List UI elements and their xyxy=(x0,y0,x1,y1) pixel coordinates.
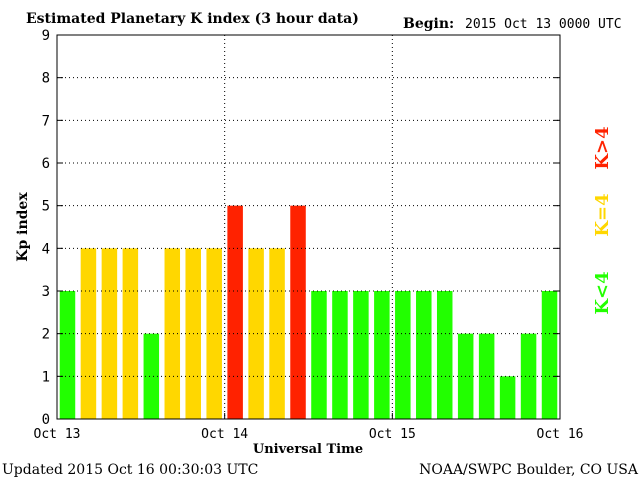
y-tick-label: 2 xyxy=(42,327,50,343)
kp-bar xyxy=(59,291,76,419)
y-tick-label: 3 xyxy=(42,284,50,300)
x-ticks: Oct 13 Oct 14 Oct 15 Oct 16 xyxy=(34,413,584,442)
x-tick-label: Oct 15 xyxy=(369,427,416,442)
y-tick-label: 5 xyxy=(42,199,50,215)
kp-bar xyxy=(311,291,327,419)
y-axis-label: Kp index xyxy=(15,192,31,262)
kp-bar xyxy=(416,291,432,419)
kp-bar xyxy=(541,291,558,419)
legend-high: K>4 xyxy=(592,126,613,169)
legend-low: K<4 xyxy=(592,271,613,314)
updated-timestamp: Updated 2015 Oct 16 00:30:03 UTC xyxy=(2,462,258,478)
grid-lines xyxy=(57,35,560,419)
y-tick-label: 6 xyxy=(42,156,50,172)
kp-bar xyxy=(353,291,369,419)
kp-bar xyxy=(80,248,97,419)
kp-bar xyxy=(478,333,495,419)
y-tick-label: 9 xyxy=(42,28,50,44)
begin-label: Begin: xyxy=(403,16,454,32)
y-tick-label: 7 xyxy=(42,113,50,129)
bars-group xyxy=(59,205,558,419)
x-tick-label: Oct 14 xyxy=(201,427,248,442)
kp-bar xyxy=(143,333,160,419)
y-tick-label: 1 xyxy=(42,369,50,385)
begin-value: 2015 Oct 13 0000 UTC xyxy=(465,17,622,32)
kp-bar xyxy=(206,248,222,419)
y-tick-label: 0 xyxy=(42,412,50,428)
kp-bar xyxy=(436,291,453,419)
source-credit: NOAA/SWPC Boulder, CO USA xyxy=(419,462,639,478)
kp-bar xyxy=(332,291,348,419)
kp-bar xyxy=(499,376,516,419)
y-tick-label: 4 xyxy=(42,241,50,257)
kp-bar xyxy=(164,248,181,419)
x-tick-label: Oct 13 xyxy=(34,427,81,442)
plot-area: 0 1 2 3 4 5 6 7 8 9 Oct 13 Oct 14 Oct 15 Oct 16 xyxy=(34,28,584,442)
kp-bar xyxy=(122,248,139,419)
x-axis-label: Universal Time xyxy=(253,442,363,457)
kp-bar xyxy=(248,248,264,419)
legend-mid: K=4 xyxy=(592,193,613,236)
kp-bar xyxy=(395,291,411,419)
kp-bar xyxy=(227,205,243,419)
kp-bar xyxy=(290,205,306,419)
plot-frame xyxy=(56,34,561,420)
kp-bar xyxy=(520,333,537,419)
chart-title: Estimated Planetary K index (3 hour data… xyxy=(26,11,359,27)
x-tick-label: Oct 16 xyxy=(537,427,584,442)
y-tick-label: 8 xyxy=(42,71,50,87)
kp-bar xyxy=(374,291,390,419)
y-ticks: 0 1 2 3 4 5 6 7 8 9 xyxy=(42,28,560,428)
